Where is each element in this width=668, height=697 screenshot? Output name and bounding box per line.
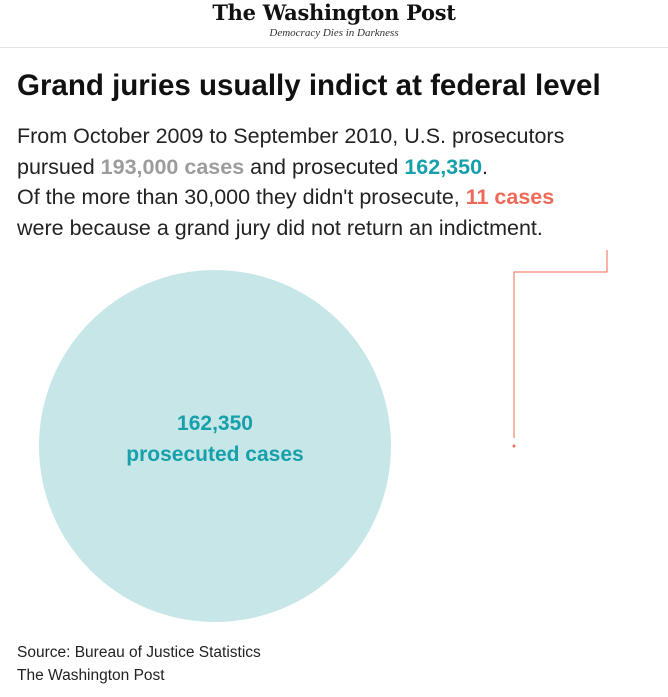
not-indicted-value: 11 cases: [465, 185, 555, 209]
masthead-tagline: Democracy Dies in Darkness: [269, 27, 399, 39]
dek-text: Of the more than 30,000 they didn't pros…: [17, 185, 466, 209]
masthead: The Washington Post Democracy Dies in Da…: [0, 0, 668, 48]
cases-pursued-value: 193,000 cases: [100, 154, 245, 179]
source-line: Source: Bureau of Justice Statistics: [17, 644, 261, 661]
dek-line-4: were because a grand jury did not return…: [17, 215, 543, 240]
not-indicted-cases-dot: [512, 444, 516, 448]
dek-text: .: [482, 154, 489, 179]
source-notes: Source: Bureau of Justice Statistics The…: [17, 641, 261, 687]
dek-line-3: Of the more than 30,000 they didn't pros…: [17, 182, 657, 213]
cases-prosecuted-value: 162,350: [404, 154, 483, 179]
dek-line-1: From October 2009 to September 2010, U.S…: [17, 124, 565, 148]
dek-text: pursued: [17, 154, 101, 179]
credit-line: The Washington Post: [17, 667, 165, 684]
not-indicted-leader-line: [513, 250, 608, 438]
proportional-area-chart: 162,350 prosecuted cases: [39, 250, 608, 622]
headline: Grand juries usually indict at federal l…: [17, 69, 601, 102]
dek-text: and prosecuted: [244, 154, 405, 179]
washington-post-logo[interactable]: The Washington Post: [212, 0, 456, 25]
prosecuted-cases-value-label: 162,350: [177, 412, 253, 435]
article-dek: From October 2009 to September 2010, U.S…: [17, 121, 657, 243]
dek-line-2: pursued 193,000 cases and prosecuted 162…: [17, 152, 657, 183]
prosecuted-cases-label: prosecuted cases: [126, 443, 303, 466]
prosecuted-cases-circle: [39, 270, 391, 622]
